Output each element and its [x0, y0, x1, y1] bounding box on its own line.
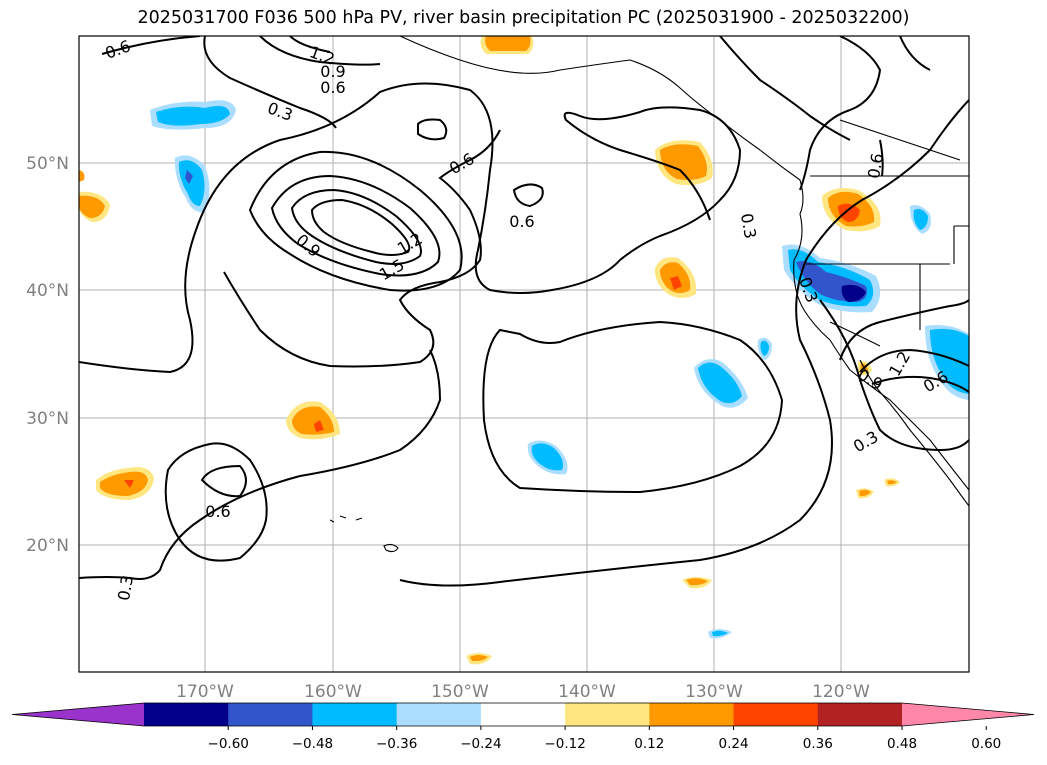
colorbar-segment	[565, 703, 650, 726]
colorbar-extend-max	[902, 703, 1034, 726]
colorbar-extend-min	[12, 703, 144, 726]
colorbar-tick-label: 0.48	[887, 736, 917, 752]
lon-label-120w: 120°W	[812, 682, 870, 702]
colorbar: −0.60 −0.48 −0.36 −0.24 −0.12 0.12 0.24 0.36 0.4…	[11, 702, 1035, 752]
colorbar-tick-label: 0.24	[719, 736, 749, 752]
contour-label: 0.6	[509, 212, 534, 231]
colorbar-segment	[817, 703, 903, 726]
colorbar-tick-label: −0.36	[376, 736, 417, 752]
contour-label: 0.3	[114, 574, 137, 602]
pv-contours	[79, 36, 969, 587]
lat-labels: 50°N 40°N 30°N 20°N	[26, 154, 69, 556]
lon-label-170w: 170°W	[176, 682, 234, 702]
lat-label-30n: 30°N	[26, 409, 69, 429]
contour-label: 0.3	[737, 212, 760, 240]
colorbar-tick-label: 0.36	[803, 736, 833, 752]
contour-label: 0.6	[320, 78, 345, 97]
coastlines	[329, 36, 969, 553]
lon-labels: 170°W 160°W 150°W 140°W 130°W 120°W	[176, 682, 870, 702]
lat-label-50n: 50°N	[26, 154, 69, 174]
precip-shading	[79, 36, 969, 665]
colorbar-tick-label: −0.48	[292, 736, 333, 752]
colorbar-segment	[228, 703, 313, 726]
contour-label: 0.6	[864, 152, 887, 180]
colorbar-segment	[396, 703, 482, 726]
lon-label-160w: 160°W	[304, 682, 362, 702]
map-area	[79, 36, 969, 672]
contour-label: 0.9	[320, 62, 345, 81]
lon-label-140w: 140°W	[558, 682, 616, 702]
colorbar-segment	[480, 703, 566, 726]
lon-label-130w: 130°W	[685, 682, 743, 702]
colorbar-segment	[649, 703, 735, 726]
colorbar-segment	[312, 703, 398, 726]
colorbar-segment	[144, 703, 229, 726]
lat-label-20n: 20°N	[26, 536, 69, 556]
colorbar-tick-label: −0.24	[460, 736, 501, 752]
lat-label-40n: 40°N	[26, 281, 69, 301]
contour-label: 0.6	[205, 502, 230, 521]
colorbar-segment	[733, 703, 819, 726]
colorbar-tick-label: −0.12	[544, 736, 585, 752]
colorbar-tick-label: −0.60	[208, 736, 249, 752]
chart-title: 2025031700 F036 500 hPa PV, river basin …	[137, 8, 910, 28]
lon-label-150w: 150°W	[431, 682, 489, 702]
colorbar-tick-label: 0.60	[971, 736, 1001, 752]
colorbar-tick-label: 0.12	[634, 736, 664, 752]
